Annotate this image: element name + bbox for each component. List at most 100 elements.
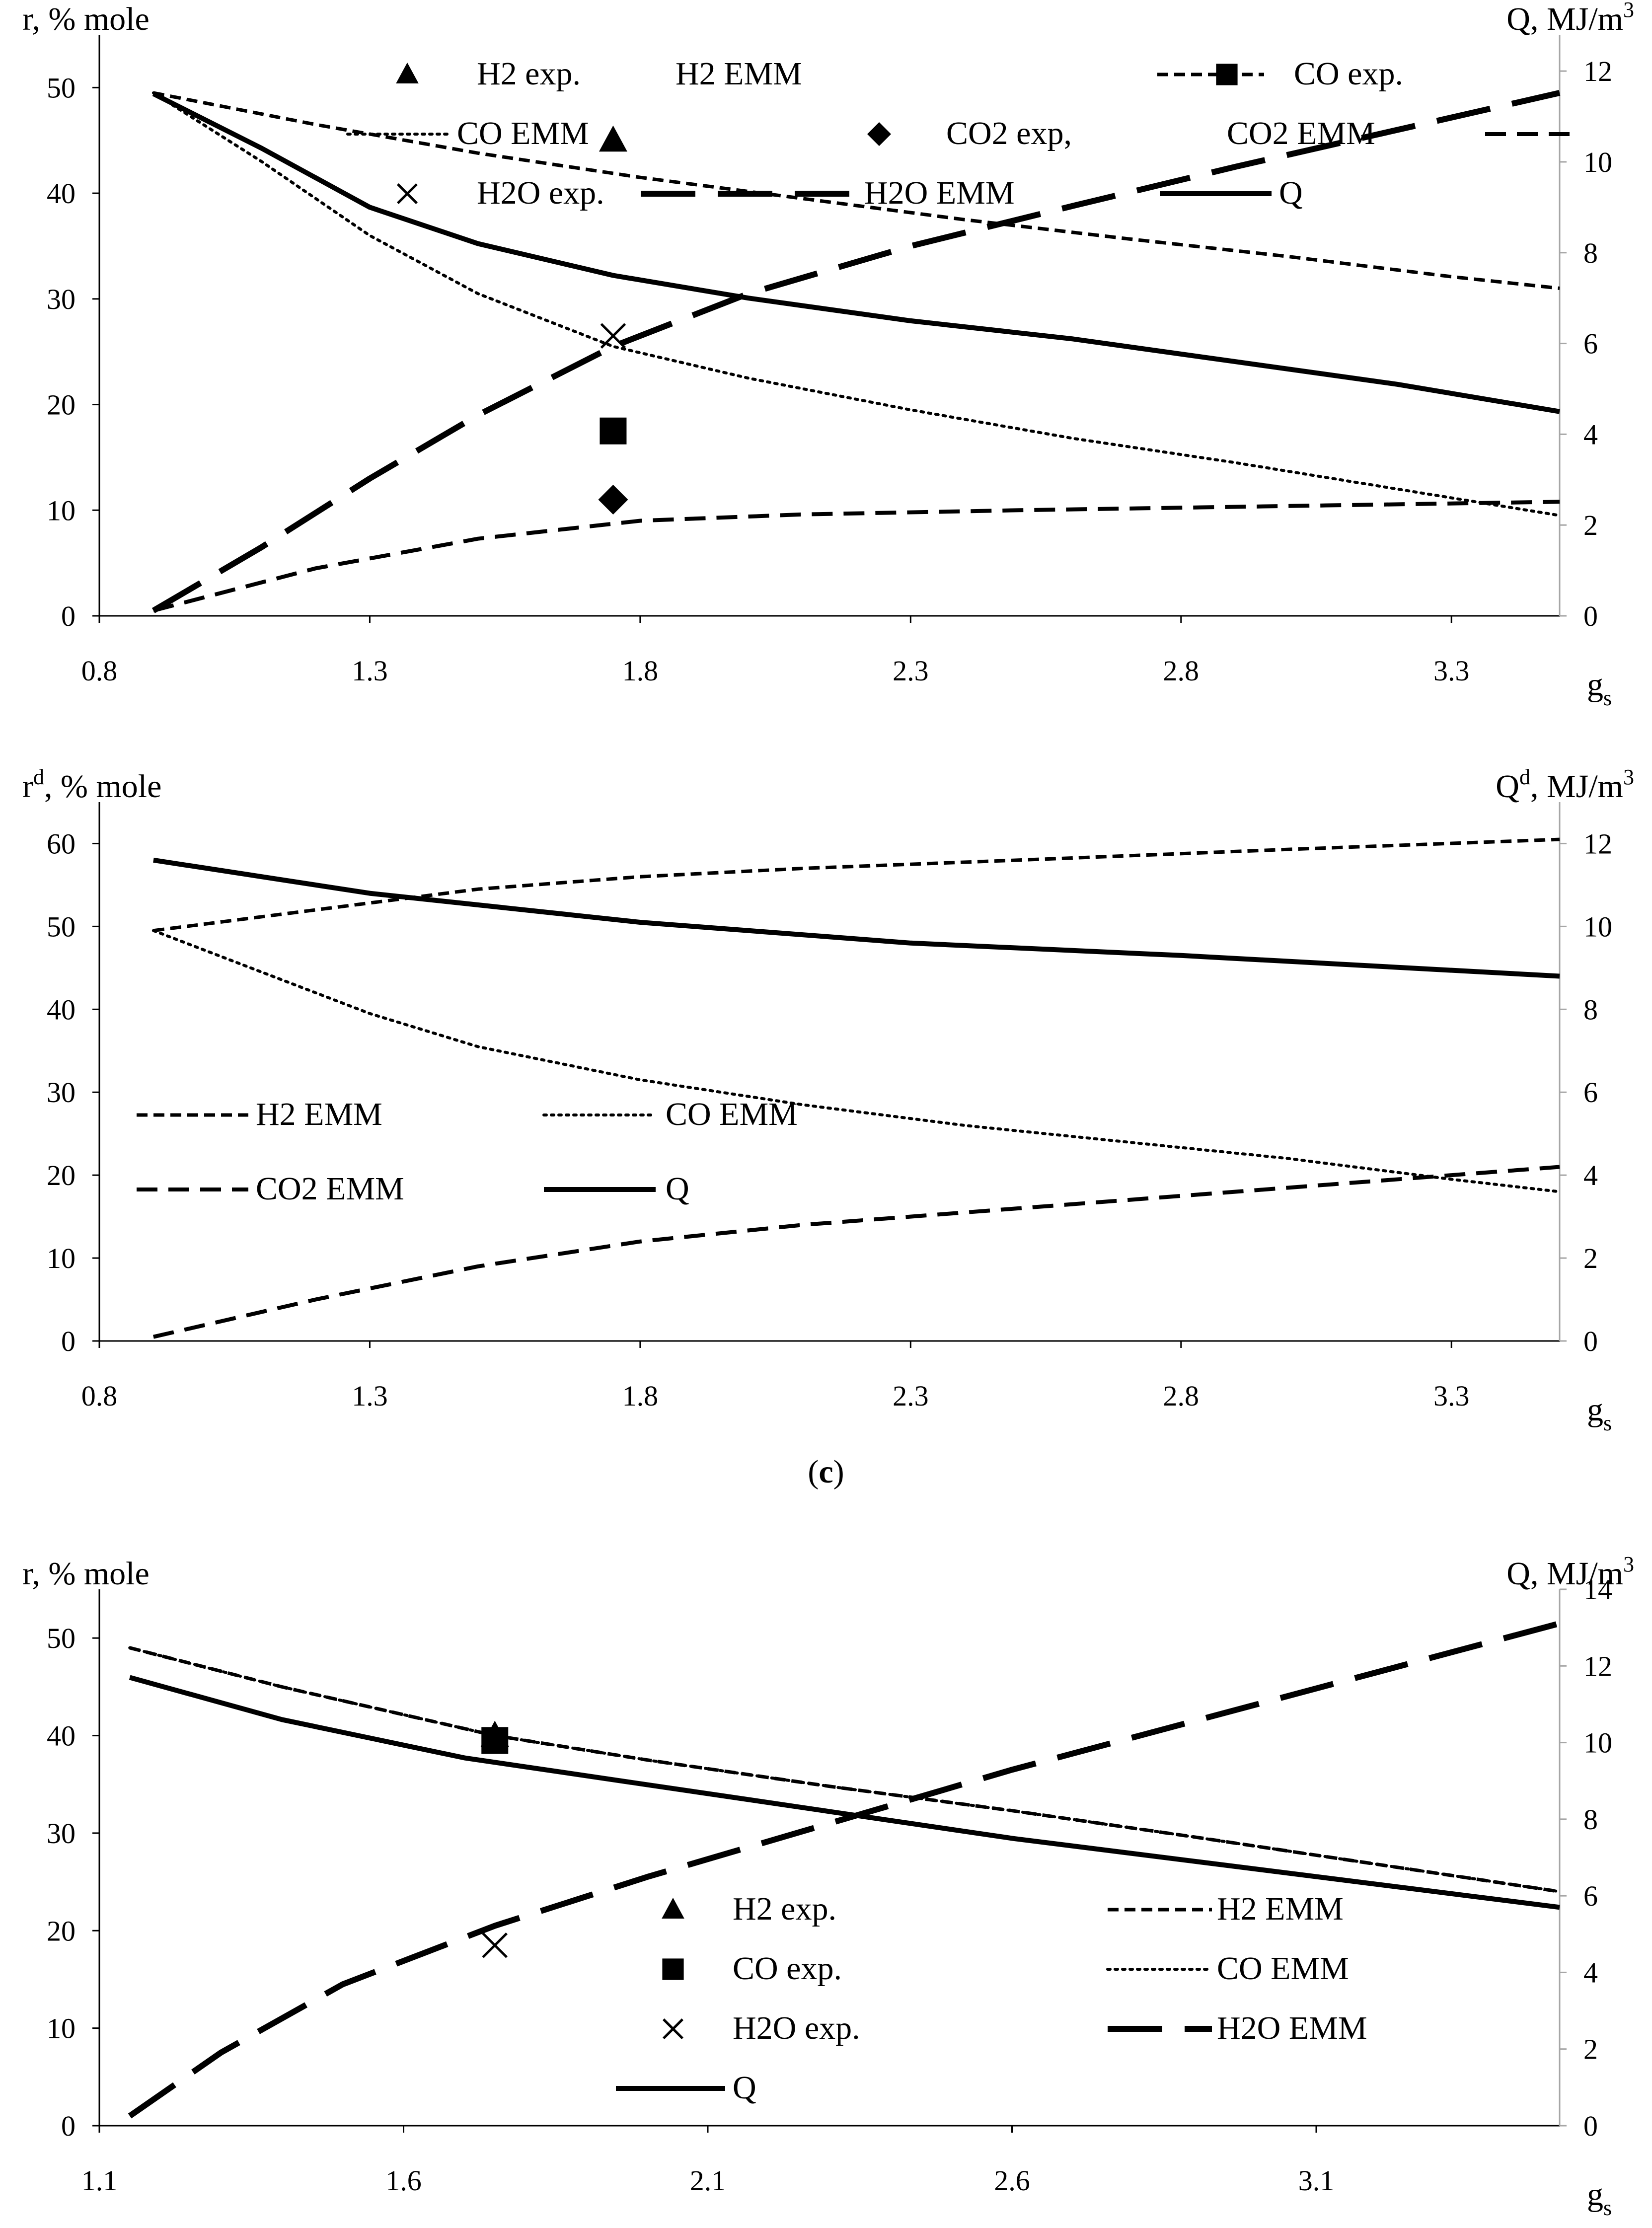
legend-h2-emm-label: H2 EMM — [1217, 1891, 1344, 1927]
y2-tick-label: 4 — [1583, 1159, 1598, 1191]
chart-middle: 0 10 20 30 40 50 60 0 2 4 6 8 10 12 0.8 1.3 1.8 2.3 2.8 3.3… — [22, 765, 1634, 1435]
y2-tick-label: 2 — [1583, 2033, 1598, 2066]
y2-axis-title: Q, MJ/m3 — [1506, 0, 1634, 37]
data-point-co-exp- — [481, 1727, 509, 1754]
series-line-q — [129, 1675, 1560, 1910]
y-tick-label: 40 — [47, 1720, 75, 1752]
legend-q-label: Q — [733, 2070, 756, 2106]
series-line-q — [153, 857, 1560, 979]
y-tick-label: 50 — [47, 910, 75, 943]
data-point-h2o-exp- — [600, 323, 626, 349]
y-axis-title: r, % mole — [22, 1556, 150, 1592]
legend-co2-exp--label: CO2 exp, — [946, 115, 1072, 151]
y2-tick-label: 4 — [1583, 1956, 1598, 1989]
y-tick-label: 50 — [47, 1622, 75, 1654]
x-tick-label: 3.3 — [1433, 1380, 1470, 1412]
legend-co-emm-label: CO EMM — [1217, 1950, 1349, 1987]
x-tick-label: 0.8 — [81, 1380, 118, 1412]
legend-h2o-exp--label: H2O exp. — [733, 2010, 860, 2046]
series-line-co-emm — [128, 1646, 1561, 1893]
y2-tick-label: 12 — [1583, 827, 1612, 860]
legend-h2-exp--label: H2 exp. — [477, 56, 581, 92]
y-tick-label: 0 — [61, 1325, 75, 1357]
y2-tick-label: 0 — [1583, 2110, 1598, 2142]
y2-axis-title: Q, MJ/m3 — [1506, 1552, 1634, 1592]
series-line-h2o-emm — [128, 1620, 1561, 2119]
legend-h2o-emm-label: H2O EMM — [864, 175, 1015, 211]
series-line-h2-emm — [129, 1646, 1560, 1894]
x-axis-title: gs — [1587, 1392, 1612, 1435]
data-point-h2o-exp- — [482, 1932, 508, 1958]
y-tick-label: 10 — [47, 1242, 75, 1274]
legend-h2-exp--label: H2 exp. — [733, 1891, 836, 1927]
y-tick-label: 60 — [47, 827, 75, 860]
data-point-co2-exp- — [598, 485, 628, 515]
legend-h2-exp--marker — [396, 63, 419, 83]
series-line-co2-emm — [152, 500, 1560, 613]
legend-q-label: Q — [666, 1171, 689, 1207]
legend-h2-emm-label: H2 EMM — [256, 1096, 382, 1132]
y-tick-label: 30 — [47, 1817, 75, 1850]
legend-co-emm-label: CO EMM — [666, 1096, 798, 1132]
y2-tick-label: 10 — [1583, 146, 1612, 178]
x-tick-label: 1.3 — [352, 1380, 388, 1412]
legend-co-exp--marker — [1216, 64, 1238, 85]
x-axis-title: gs — [1587, 667, 1612, 710]
series-line-co-emm — [151, 91, 1561, 517]
y-axis-title: rd, % mole — [22, 765, 161, 805]
y2-tick-label: 2 — [1583, 1242, 1598, 1274]
x-tick-label: 2.6 — [994, 2164, 1030, 2197]
x-tick-label: 2.3 — [893, 655, 929, 687]
series-line-h2o-emm — [151, 90, 1561, 613]
y-tick-label: 0 — [61, 2110, 75, 2142]
x-tick-label: 2.1 — [690, 2164, 726, 2197]
data-point-h2-exp- — [599, 125, 627, 152]
legend-h2-exp--marker — [662, 1898, 684, 1919]
y2-tick-label: 8 — [1583, 993, 1598, 1026]
series-line-co-emm — [151, 929, 1561, 1193]
y2-tick-label: 6 — [1583, 1880, 1598, 1912]
x-tick-label: 1.3 — [352, 655, 388, 687]
y-tick-label: 10 — [47, 494, 75, 526]
y2-tick-label: 0 — [1583, 1325, 1598, 1357]
x-tick-label: 2.8 — [1163, 1380, 1200, 1412]
legend-co-emm-label: CO EMM — [457, 115, 589, 151]
y-tick-label: 40 — [47, 177, 75, 210]
series-line-co2-emm — [153, 1165, 1560, 1339]
y2-tick-label: 0 — [1583, 600, 1598, 632]
chart-bottom: 0 10 20 30 40 50 0 2 4 6 8 10 12 14 1.1 1.6 2.1 2.6 3.1 r, … — [22, 1552, 1634, 2220]
legend-co-exp--label: CO exp. — [1294, 56, 1403, 92]
y-axis-title: r, % mole — [22, 1, 150, 37]
legend-h2o-exp--marker — [663, 2018, 683, 2039]
series-line-h2-emm — [153, 837, 1560, 933]
y-tick-label: 10 — [47, 2012, 75, 2045]
chart-top: 0 10 20 30 40 50 0 2 4 6 8 10 12 0.8 1.3 1.8 2.3 2.8 3.3 r,… — [22, 0, 1634, 710]
x-tick-label: 1.6 — [385, 2164, 422, 2197]
y2-tick-label: 12 — [1583, 55, 1612, 87]
y2-tick-label: 10 — [1583, 1727, 1612, 1759]
y2-tick-label: 12 — [1583, 1650, 1612, 1682]
x-tick-label: 2.8 — [1163, 655, 1200, 687]
x-tick-label: 3.3 — [1433, 655, 1470, 687]
x-tick-label: 1.8 — [622, 655, 659, 687]
x-tick-label: 1.1 — [81, 2164, 118, 2197]
y-tick-label: 20 — [47, 1915, 75, 1947]
series-line-q — [152, 91, 1560, 414]
x-tick-label: 1.8 — [622, 1380, 659, 1412]
caption: (c) — [808, 1454, 844, 1490]
y-tick-label: 20 — [47, 389, 75, 421]
data-point-co-exp- — [600, 417, 627, 445]
y2-tick-label: 14 — [1583, 1573, 1612, 1606]
y-tick-label: 20 — [47, 1159, 75, 1191]
y2-tick-label: 4 — [1583, 418, 1598, 450]
legend-q-label: Q — [1279, 175, 1303, 211]
y-tick-label: 50 — [47, 72, 75, 104]
y-tick-label: 30 — [47, 1076, 75, 1109]
y2-tick-label: 2 — [1583, 509, 1598, 541]
legend-co-exp--marker — [662, 1958, 684, 1980]
x-tick-label: 0.8 — [81, 655, 118, 687]
x-tick-label: 3.1 — [1298, 2164, 1335, 2197]
legend-h2o-exp--marker — [397, 183, 418, 204]
y2-tick-label: 10 — [1583, 910, 1612, 943]
